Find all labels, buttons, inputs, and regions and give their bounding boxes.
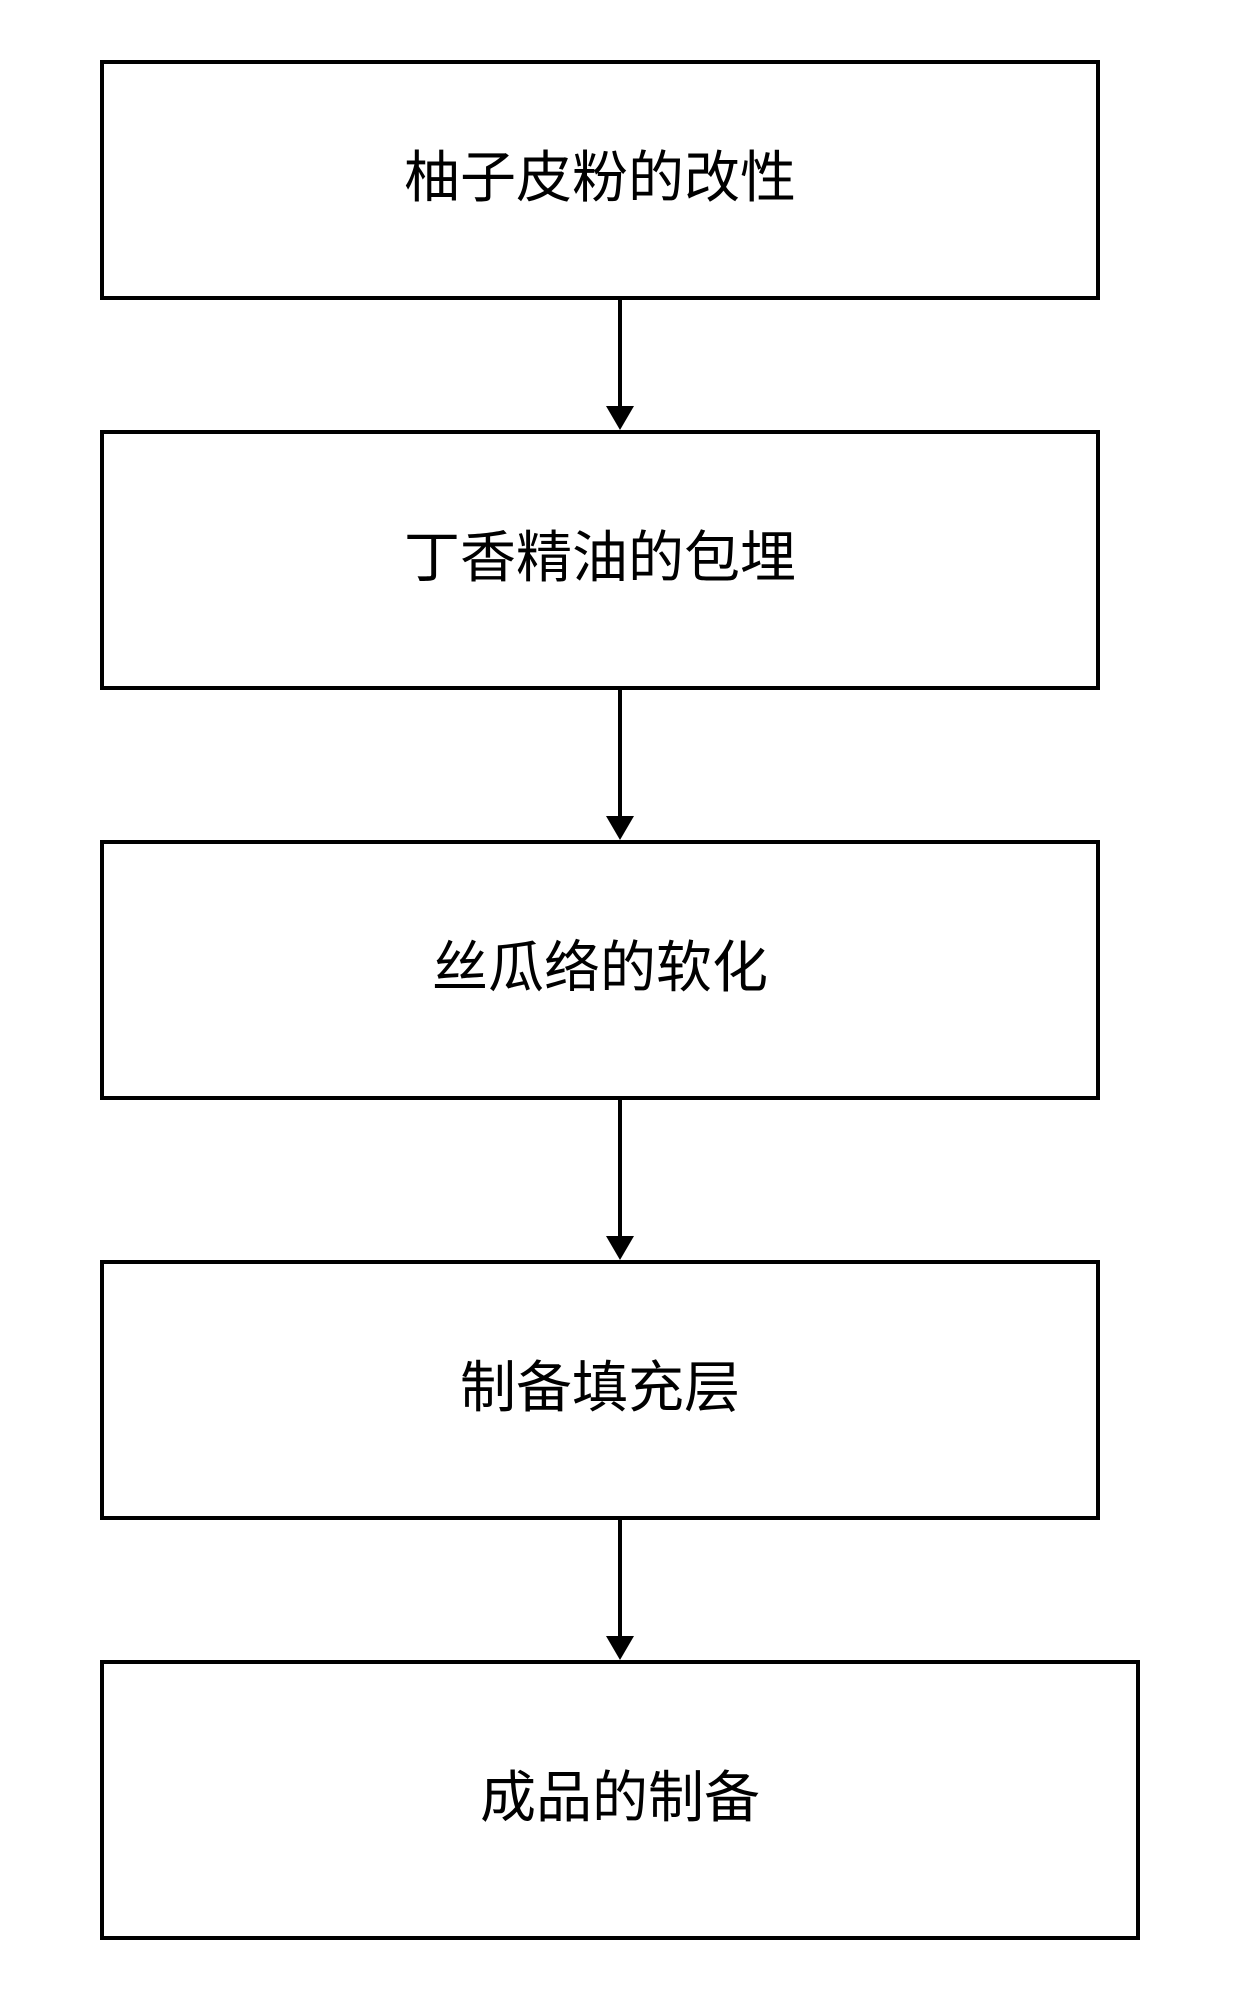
flow-arrow xyxy=(100,300,1140,430)
flow-node-step4: 制备填充层 xyxy=(100,1260,1100,1520)
flow-node-label: 丝瓜络的软化 xyxy=(432,936,768,1003)
flow-node-label: 丁香精油的包埋 xyxy=(404,526,796,593)
flow-node-label: 制备填充层 xyxy=(460,1356,740,1423)
flow-node-label: 成品的制备 xyxy=(480,1766,760,1833)
flow-node-step3: 丝瓜络的软化 xyxy=(100,840,1100,1100)
flow-node-step1: 柚子皮粉的改性 xyxy=(100,60,1100,300)
flow-node-label: 柚子皮粉的改性 xyxy=(404,146,796,213)
flowchart-container: 柚子皮粉的改性 丁香精油的包埋 丝瓜络的软化 制备填充层 成品的制备 xyxy=(100,60,1140,1940)
flow-arrow xyxy=(100,1100,1140,1260)
flow-arrow xyxy=(100,690,1140,840)
flow-node-step5: 成品的制备 xyxy=(100,1660,1140,1940)
flow-node-step2: 丁香精油的包埋 xyxy=(100,430,1100,690)
flow-arrow xyxy=(100,1520,1140,1660)
